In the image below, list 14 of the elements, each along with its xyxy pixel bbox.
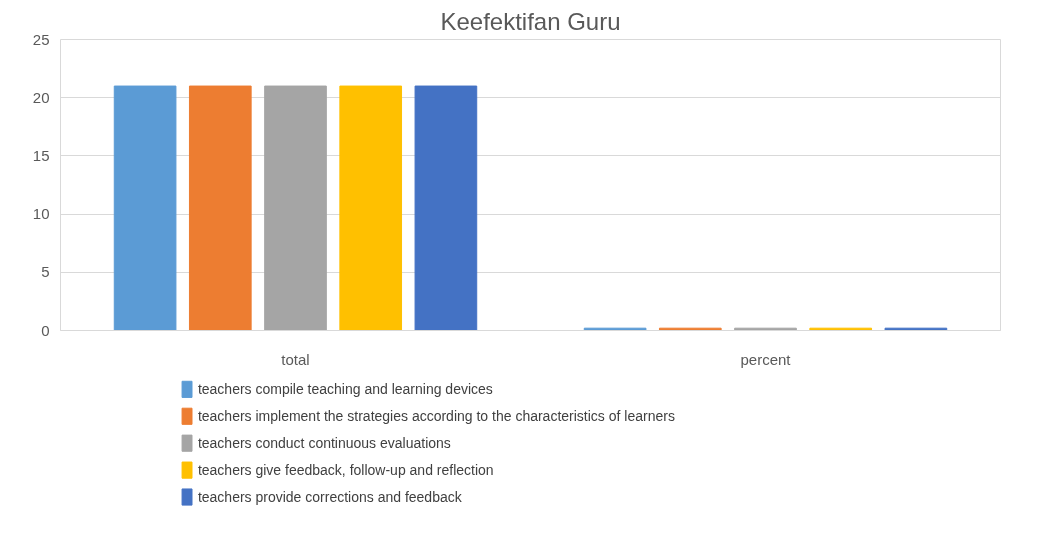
legend-label: teachers give feedback, follow-up and reflection (197, 462, 494, 479)
y-tick-label: 5 (41, 263, 50, 281)
y-tick-label: 0 (41, 321, 50, 339)
x-tick-label: percent (740, 350, 792, 368)
y-tick-label: 20 (32, 88, 50, 106)
legend-label: teachers compile teaching and learning devices (197, 381, 493, 398)
y-tick-label: 10 (32, 205, 50, 223)
x-tick-label: total (281, 350, 310, 368)
legend-label: teachers conduct continuous evaluations (197, 435, 451, 452)
chart-title: Keefektifan Guru (440, 7, 621, 35)
legend-label: teachers implement the strategies according to the characteristics of learners (197, 408, 675, 425)
y-tick-label: 25 (32, 30, 50, 48)
legend-label: teachers provide corrections and feedback (197, 489, 463, 506)
y-tick-label: 15 (32, 146, 50, 164)
